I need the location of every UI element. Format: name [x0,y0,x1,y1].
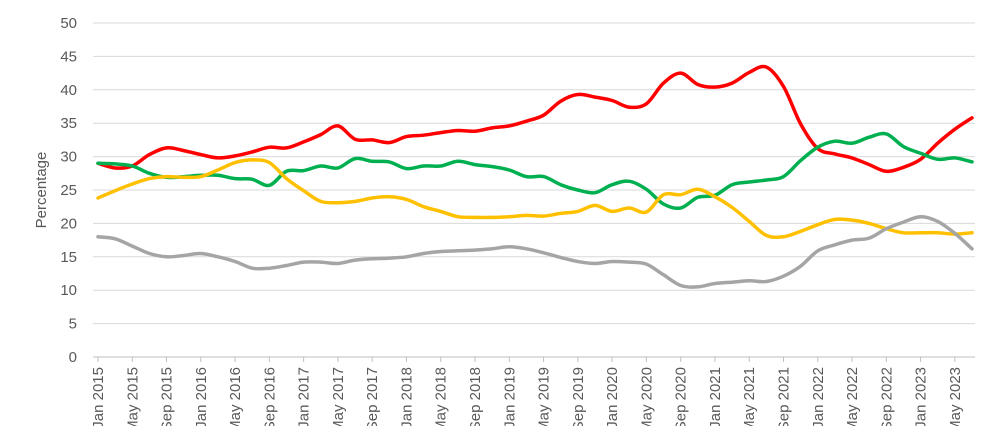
x-tick-label: Sep 2016 [261,367,278,426]
y-tick-label: 5 [69,316,77,333]
x-tick-label: Jan 2017 [296,367,313,426]
y-tick-label: 40 [60,82,77,99]
x-tick-label: Jan 2015 [90,367,107,426]
series-line-2 [96,131,974,211]
y-tick-label: 10 [60,282,77,299]
x-tick-label: Jan 2021 [707,367,724,426]
x-tick-label: May 2019 [536,367,553,426]
series-lines [96,64,974,289]
x-axis: Jan 2015 May 2015 Sep 2015 Jan 2016 May 2016… [90,356,975,426]
y-axis-title: Percentage [33,152,50,229]
series-line-4 [96,214,974,289]
x-tick-label: May 2018 [433,367,450,426]
x-tick-label: Jan 2020 [604,367,621,426]
y-tick-label: 20 [60,215,77,232]
x-tick-label: May 2016 [227,367,244,426]
x-tick-label: Jan 2018 [398,367,415,426]
x-tick-label: Jan 2019 [501,367,518,426]
x-tick-label: Sep 2022 [878,367,895,426]
x-tick-label: Jan 2016 [193,367,210,426]
x-tick-label: Jan 2023 [913,367,930,426]
y-tick-label: 30 [60,149,77,166]
y-tick-label: 15 [60,249,77,266]
x-tick-label: May 2017 [330,367,347,426]
y-axis: 0 5 10 15 20 25 30 35 40 45 50 [60,15,77,366]
x-tick-label: May 2020 [638,367,655,426]
x-tick-label: May 2015 [124,367,141,426]
x-tick-label: Sep 2021 [775,367,792,426]
series-line-3 [96,158,974,240]
series-line-1 [96,64,974,174]
x-tick-label: May 2021 [741,367,758,426]
x-tick-label: Sep 2015 [159,367,176,426]
gridlines [93,22,975,325]
y-tick-label: 35 [60,115,77,132]
x-tick-label: May 2023 [947,367,964,426]
x-tick-label: Sep 2017 [364,367,381,426]
x-tick-label: Sep 2019 [570,367,587,426]
y-tick-label: 50 [60,15,77,32]
y-tick-label: 25 [60,182,77,199]
y-tick-label: 0 [69,349,77,366]
x-tick-label: Sep 2018 [467,367,484,426]
y-tick-label: 45 [60,48,77,65]
x-tick-label: Jan 2022 [810,367,827,426]
x-tick-label: May 2022 [844,367,861,426]
x-tick-label: Sep 2020 [673,367,690,426]
